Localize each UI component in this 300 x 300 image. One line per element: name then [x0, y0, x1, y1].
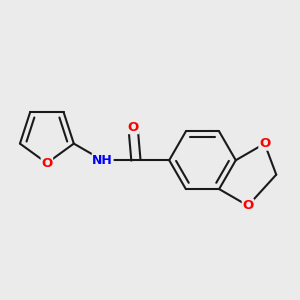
- Text: O: O: [259, 137, 270, 150]
- Text: O: O: [242, 199, 253, 212]
- Text: O: O: [128, 121, 139, 134]
- Text: O: O: [41, 157, 52, 170]
- Text: NH: NH: [92, 154, 113, 167]
